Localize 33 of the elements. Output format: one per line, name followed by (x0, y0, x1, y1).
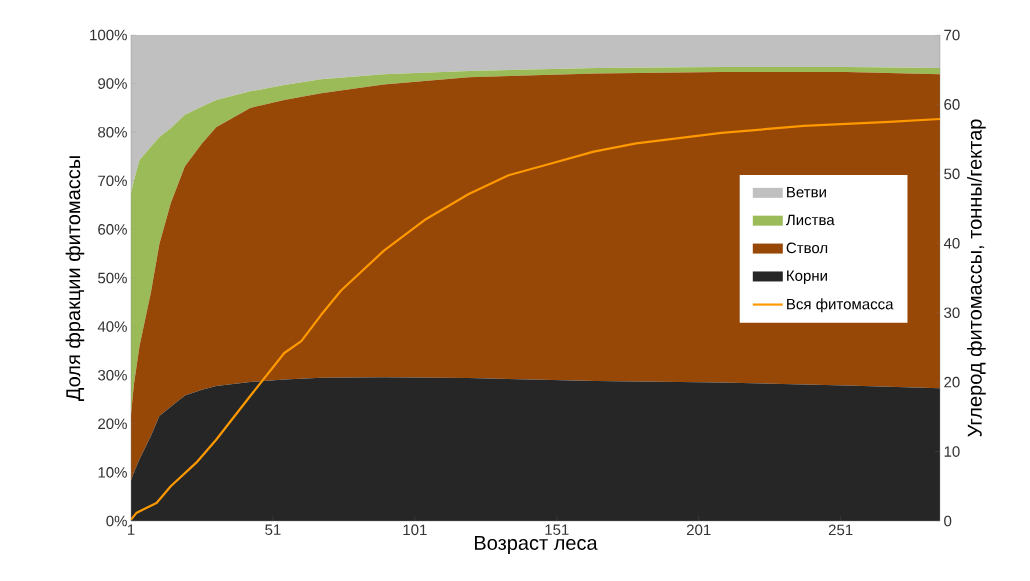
y-tick-label: 0% (106, 515, 127, 527)
y-tick-label: 80% (98, 126, 127, 138)
y-tick-label: 10% (98, 467, 127, 478)
legend-label: Вся фитомасса (787, 298, 894, 313)
y2-tick-label: 0 (944, 515, 952, 527)
y-tick-label: 70% (98, 175, 127, 187)
x-tick-label: 201 (686, 524, 711, 536)
x-tick-label: 151 (545, 524, 569, 535)
y-tick-label: 20% (98, 418, 127, 430)
y2-tick-label: 10 (944, 446, 960, 457)
y2-tick-label: 40 (943, 237, 960, 249)
legend-label: Листва (786, 214, 835, 226)
y-tick-label: 60% (98, 224, 127, 235)
x-tick-label: 51 (265, 524, 281, 535)
y2-tick-label: 20 (944, 376, 960, 388)
legend-label: Ветви (787, 186, 826, 198)
y-tick-label: 30% (98, 369, 127, 381)
x-tick-label: 251 (828, 524, 853, 536)
y-tick-label: 40% (97, 321, 127, 332)
y2-tick-label: 70 (944, 29, 960, 41)
y2-tick-label: 50 (944, 168, 960, 180)
y2-tick-label: 30 (944, 307, 960, 319)
legend-label: Корни (787, 270, 827, 284)
y-tick-label: 100% (90, 29, 127, 41)
x-tick-label: 101 (403, 524, 427, 536)
x-tick-label: 1 (127, 524, 135, 535)
y-tick-label: 50% (98, 272, 127, 284)
y-tick-label: 90% (98, 78, 127, 89)
y2-axis-title: Углерод фитомассы, тонны/гектар (967, 119, 986, 437)
legend-label: Ствол (786, 242, 828, 254)
y2-tick-label: 60 (944, 99, 960, 110)
y-axis-title: Доля фракции фитомассы (65, 156, 85, 401)
x-axis-title: Возраст леса (475, 536, 598, 554)
